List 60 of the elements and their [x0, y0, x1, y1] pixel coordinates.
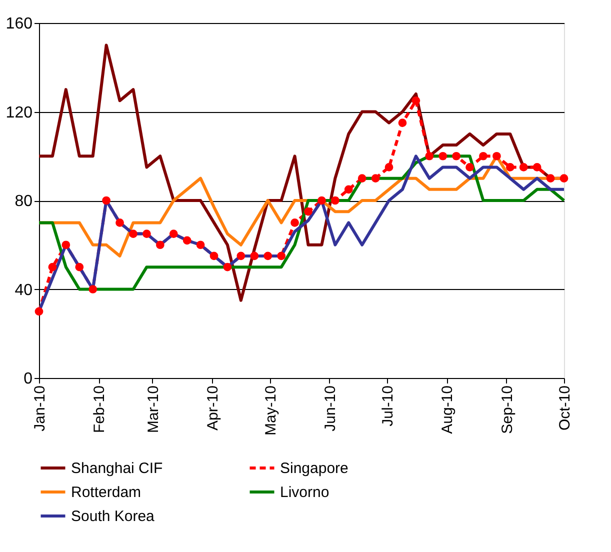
x-tick-label: Oct-10: [556, 386, 574, 431]
point: [492, 152, 501, 160]
point: [116, 218, 124, 227]
y-tick-label: 40: [14, 282, 33, 299]
y-tick-label: 160: [6, 16, 33, 32]
point: [142, 230, 151, 238]
point: [452, 152, 460, 160]
point: [384, 163, 394, 172]
y-tick-label: 0: [24, 370, 33, 388]
legend-label: Shanghai CIF: [71, 460, 163, 477]
x-tick-label: May-10: [262, 386, 280, 436]
point: [182, 236, 192, 245]
point: [412, 96, 420, 105]
point: [277, 252, 286, 260]
point: [560, 174, 568, 182]
point: [532, 163, 542, 172]
point: [169, 230, 178, 238]
legend-label: Livorno: [280, 484, 330, 501]
point: [102, 196, 110, 205]
point: [318, 196, 326, 205]
point: [34, 307, 44, 316]
point: [479, 152, 488, 160]
point: [398, 118, 407, 128]
point: [344, 185, 353, 194]
y-tick-label: 80: [14, 193, 33, 210]
point: [358, 174, 366, 182]
x-tick-label: Mar-10: [144, 386, 162, 434]
legend-label: Singapore: [280, 460, 348, 477]
point: [223, 262, 232, 272]
point: [48, 262, 57, 272]
point: [519, 163, 528, 172]
point: [438, 152, 448, 160]
x-tick-label: Jan-10: [32, 386, 48, 432]
x-tick-label: Jul-10: [380, 386, 397, 426]
point: [425, 152, 434, 160]
point: [304, 207, 312, 216]
legend-label: Rotterdam: [71, 484, 142, 501]
point: [371, 174, 380, 182]
point: [290, 218, 299, 227]
point: [250, 252, 259, 260]
x-tick-label: Jun-10: [322, 386, 339, 432]
point: [88, 285, 98, 294]
x-tick-label: Aug-10: [439, 386, 456, 434]
point: [210, 252, 218, 260]
point: [62, 240, 70, 250]
point: [506, 163, 514, 172]
point: [330, 196, 340, 205]
legend-label: South Korea: [71, 508, 156, 525]
x-tick-label: Feb-10: [91, 386, 108, 434]
x-tick-label: Sep-10: [498, 386, 516, 434]
y-tick-label: 120: [6, 104, 33, 122]
point: [129, 230, 138, 238]
point: [156, 240, 164, 250]
point: [546, 174, 555, 182]
point: [196, 240, 205, 250]
point: [466, 163, 474, 172]
x-tick-label: Apr-10: [204, 386, 222, 431]
point: [264, 252, 272, 260]
point: [236, 252, 246, 260]
point: [75, 262, 84, 272]
